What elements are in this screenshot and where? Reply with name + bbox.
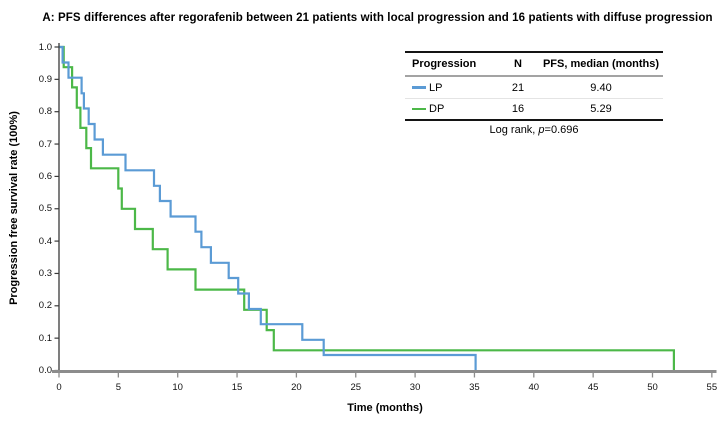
x-axis-title: Time (months) <box>347 402 423 414</box>
x-tick-label: 5 <box>115 382 121 393</box>
dp-label: DP <box>429 103 445 115</box>
y-axis-title: Progression free survival rate (100%) <box>8 111 20 305</box>
dp-n: 16 <box>511 103 525 115</box>
y-axis-ticks <box>54 46 59 372</box>
y-tick-label: 0.9 <box>38 73 52 85</box>
legend-row-lp: LP 21 9.40 <box>405 77 663 99</box>
log-rank-annotation: Log rank, p=0.696 <box>405 124 663 136</box>
lp-median: 9.40 <box>590 81 612 94</box>
x-tick-label: 40 <box>528 382 540 393</box>
y-tick-label: 0.1 <box>38 332 52 344</box>
x-tick-label: 10 <box>172 382 183 393</box>
y-tick-label: 0.4 <box>38 235 52 247</box>
y-tick-label: 0.5 <box>38 203 52 215</box>
y-tick-label: 0.3 <box>38 267 52 279</box>
legend-table: Progression N PFS, median (months) LP 21… <box>405 51 663 121</box>
y-tick-label: 0.8 <box>38 106 52 118</box>
y-tick-label: 0.7 <box>38 138 52 150</box>
y-tick-label: 0.0 <box>38 365 52 376</box>
chart-title: A: PFS differences after regorafenib bet… <box>42 12 713 24</box>
y-tick-label: 1.0 <box>38 41 52 53</box>
x-tick-label: 0 <box>56 382 62 393</box>
y-tick-label: 0.6 <box>38 170 52 182</box>
legend-header-median: PFS, median (months) <box>542 58 660 70</box>
x-tick-label: 50 <box>647 382 658 393</box>
x-tick-label: 35 <box>469 382 480 393</box>
lp-line-swatch <box>412 86 426 89</box>
y-tick-label: 0.2 <box>38 300 52 312</box>
x-tick-label: 45 <box>587 382 599 393</box>
x-tick-label: 15 <box>231 382 243 393</box>
log-rank-p-symbol: p <box>538 124 545 136</box>
legend-header-progression: Progression <box>412 58 477 70</box>
log-rank-p-value: =0.696 <box>544 124 579 136</box>
x-tick-label: 25 <box>350 382 362 393</box>
lp-curve <box>59 45 477 371</box>
dp-line-swatch <box>412 107 426 111</box>
lp-label: LP <box>429 81 443 94</box>
survival-curves <box>59 45 675 371</box>
x-axis-ticks <box>58 373 713 378</box>
x-tick-label: 20 <box>291 382 302 393</box>
lp-n: 21 <box>511 81 525 94</box>
legend-header-row: Progression N PFS, median (months) <box>405 53 663 77</box>
legend-row-dp: DP 16 5.29 <box>405 99 663 119</box>
x-tick-label: 30 <box>409 382 421 393</box>
dp-median: 5.29 <box>590 103 612 115</box>
log-rank-prefix: Log rank, <box>489 124 539 136</box>
legend-header-n: N <box>514 58 522 70</box>
x-tick-label: 55 <box>706 382 718 393</box>
